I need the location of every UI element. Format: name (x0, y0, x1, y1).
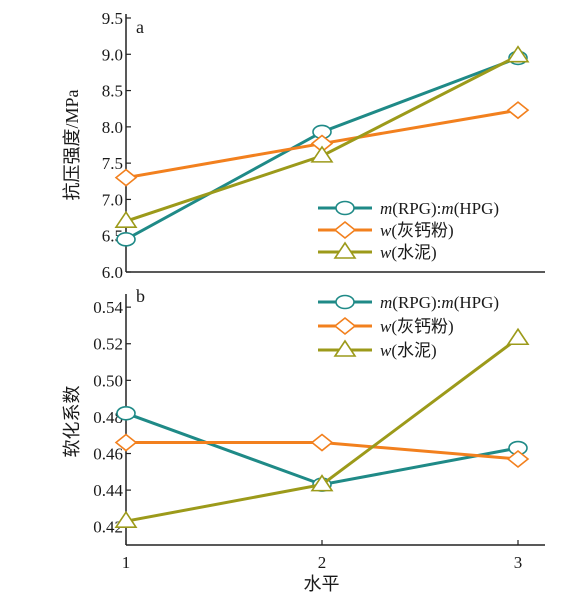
y-tick-label: 8.5 (102, 82, 123, 101)
y-tick-label: 7.0 (102, 190, 123, 209)
y-tick-label: 9.5 (102, 9, 123, 28)
series-2 (114, 327, 530, 529)
data-point (114, 510, 138, 529)
data-point (506, 101, 530, 120)
series-1 (114, 433, 530, 469)
legend-marker (335, 294, 355, 310)
data-point (506, 449, 530, 469)
legend-entry: m(RPG):m(HPG) (380, 293, 499, 312)
legend: m(RPG):m(HPG) w(灰钙粉) w(水泥) (318, 199, 499, 262)
legend-entry: w(水泥) (380, 341, 437, 360)
data-point (506, 327, 530, 346)
y-tick-label: 0.46 (93, 445, 123, 464)
legend-entry: w(灰钙粉) (380, 221, 454, 240)
data-point (116, 405, 136, 421)
data-point (114, 168, 138, 187)
x-tick-label: 3 (514, 553, 523, 572)
legend: m(RPG):m(HPG) w(灰钙粉) w(水泥) (318, 293, 499, 360)
x-tick-label: 1 (122, 553, 131, 572)
legend-entry: w(灰钙粉) (380, 317, 454, 336)
y-tick-label: 8.0 (102, 118, 123, 137)
legend-marker (333, 339, 357, 357)
legend-marker (335, 200, 355, 216)
legend-marker (333, 220, 357, 240)
y-tick-label: 0.44 (93, 481, 123, 500)
y-tick-label: 9.0 (102, 45, 123, 64)
data-point (310, 433, 334, 452)
data-point (116, 232, 136, 247)
y-tick-label: 7.5 (102, 154, 123, 173)
y-tick-label: 6.0 (102, 263, 123, 282)
x-axis-title: 水平 (304, 574, 340, 594)
data-point (506, 45, 530, 63)
legend-marker (333, 241, 357, 259)
legend-entry: m(RPG):m(HPG) (380, 199, 499, 218)
panel-letter: b (136, 286, 145, 306)
series-line (125, 337, 519, 523)
series-2 (114, 45, 530, 228)
y-tick-label: 0.52 (93, 335, 123, 354)
y-tick-label: 0.48 (93, 408, 123, 427)
panel-a: 6.06.57.07.58.08.59.09.5 a抗压强度/MPam(RPG):… (62, 9, 545, 282)
legend-marker (333, 316, 357, 336)
y-axis-title: 软化系数 (62, 386, 82, 458)
data-point (114, 210, 138, 228)
y-tick-label: 0.50 (93, 371, 123, 390)
x-tick-label: 2 (318, 553, 327, 572)
legend-entry: w(水泥) (380, 243, 437, 262)
y-tick-label: 0.54 (93, 298, 123, 317)
y-tick-label: 0.42 (93, 518, 123, 537)
series-1 (114, 101, 530, 187)
data-point (114, 433, 138, 452)
data-point (310, 145, 334, 163)
panel-letter: a (136, 17, 144, 37)
data-point (310, 474, 334, 492)
y-axis-title: 抗压强度/MPa (62, 89, 82, 200)
